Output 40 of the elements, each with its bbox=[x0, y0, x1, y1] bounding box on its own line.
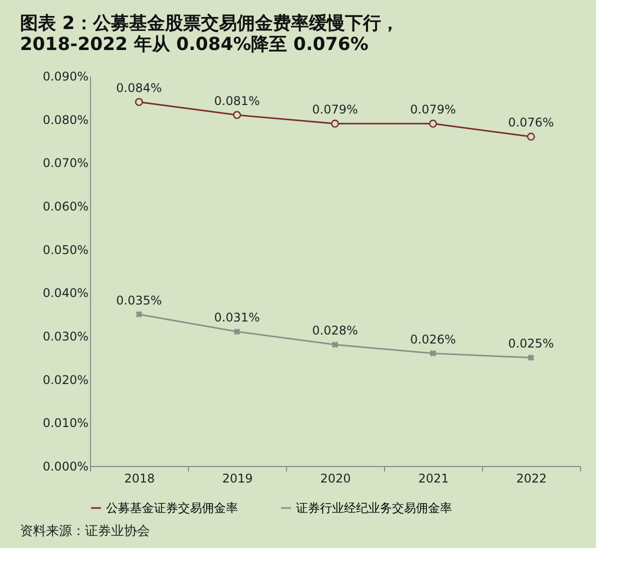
data-label: 0.084% bbox=[116, 81, 162, 95]
y-tick-label: 0.090% bbox=[42, 70, 88, 84]
y-tick-label: 0.040% bbox=[42, 286, 88, 300]
point bbox=[136, 311, 142, 318]
y-tick-label: 0.070% bbox=[42, 156, 88, 170]
y-tick-label: 0.080% bbox=[42, 112, 88, 127]
text: 资料来源：证券业协会 bbox=[20, 524, 150, 539]
legend-label: 公募基金证券交易佣金率 bbox=[106, 501, 238, 515]
y-tick-label: 0.060% bbox=[42, 200, 88, 214]
x-tick-label: 2022 bbox=[516, 472, 547, 486]
point bbox=[330, 120, 340, 128]
data-label: 0.035% bbox=[116, 293, 162, 308]
x-tick-label: 2018 bbox=[124, 472, 155, 486]
x-tick-label: 2019 bbox=[222, 472, 253, 486]
y-tick-label: 0.020% bbox=[42, 372, 88, 387]
legend-label: 证券行业经纪业务交易佣金率 bbox=[296, 501, 452, 515]
data-label: 0.028% bbox=[312, 324, 358, 338]
chart-title: 图表 2：公募基金股票交易佣金费率缓慢下行， bbox=[20, 13, 399, 34]
point bbox=[528, 354, 534, 361]
point bbox=[134, 98, 144, 106]
point bbox=[428, 120, 438, 128]
y-tick-label: 0.050% bbox=[42, 242, 88, 257]
data-label: 0.031% bbox=[214, 310, 260, 325]
data-label: 0.025% bbox=[508, 336, 554, 351]
data-label: 0.079% bbox=[410, 102, 456, 117]
point bbox=[332, 341, 338, 348]
data-label: 0.079% bbox=[312, 102, 358, 117]
y-tick-label: 0.010% bbox=[42, 416, 88, 430]
data-label: 0.076% bbox=[508, 116, 554, 130]
x-tick-label: 2021 bbox=[418, 472, 449, 486]
data-label: 0.081% bbox=[214, 94, 260, 108]
chart-subtitle: 2018-2022 年从 0.084%降至 0.076% bbox=[20, 34, 368, 55]
x-tick-label: 2020 bbox=[320, 472, 351, 486]
y-tick-label: 0.030% bbox=[42, 330, 88, 344]
point bbox=[526, 132, 536, 141]
point bbox=[430, 350, 436, 357]
point bbox=[232, 111, 242, 119]
point bbox=[234, 328, 240, 335]
data-label: 0.026% bbox=[410, 332, 456, 346]
y-tick-label: 0.000% bbox=[42, 460, 88, 474]
